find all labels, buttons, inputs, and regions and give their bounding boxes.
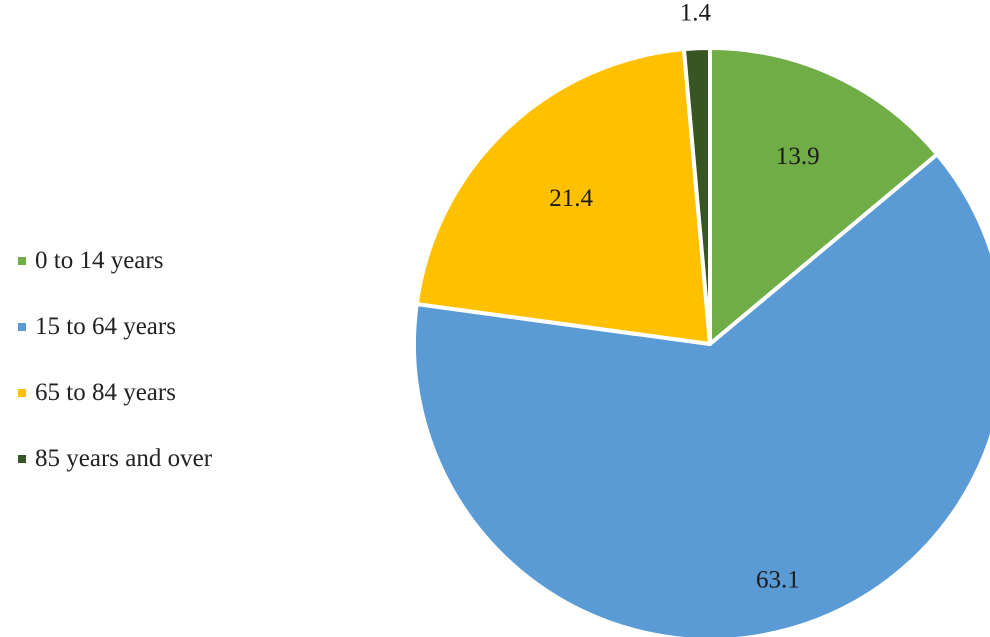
pie-slice-2 — [414, 47, 712, 346]
pie-slice-3 — [681, 46, 712, 346]
legend-item-85-and-over: 85 years and over — [18, 426, 212, 492]
pie-data-labels: 13.9 63.1 21.4 1.4 — [549, 0, 819, 594]
legend-item-0-to-14: 0 to 14 years — [18, 228, 212, 294]
legend-swatch-65-to-84 — [18, 389, 26, 397]
legend-swatch-85-and-over — [18, 455, 26, 463]
chart-legend: 0 to 14 years 15 to 64 years 65 to 84 ye… — [18, 228, 212, 492]
legend-item-65-to-84: 65 to 84 years — [18, 360, 212, 426]
legend-item-15-to-64: 15 to 64 years — [18, 294, 212, 360]
data-label-1: 63.1 — [756, 567, 800, 594]
data-label-2: 21.4 — [549, 185, 593, 212]
legend-swatch-15-to-64 — [18, 323, 26, 331]
legend-label-85-and-over: 85 years and over — [35, 445, 213, 472]
data-label-3: 1.4 — [680, 0, 712, 26]
legend-label-65-to-84: 65 to 84 years — [35, 379, 176, 406]
legend-label-0-to-14: 0 to 14 years — [35, 247, 164, 274]
data-label-0: 13.9 — [776, 143, 820, 170]
legend-swatch-0-to-14 — [18, 257, 26, 265]
pie-slices — [412, 46, 990, 637]
legend-label-15-to-64: 15 to 64 years — [35, 313, 176, 340]
pie-slice-0 — [708, 46, 940, 346]
pie-slice-1 — [412, 152, 990, 637]
